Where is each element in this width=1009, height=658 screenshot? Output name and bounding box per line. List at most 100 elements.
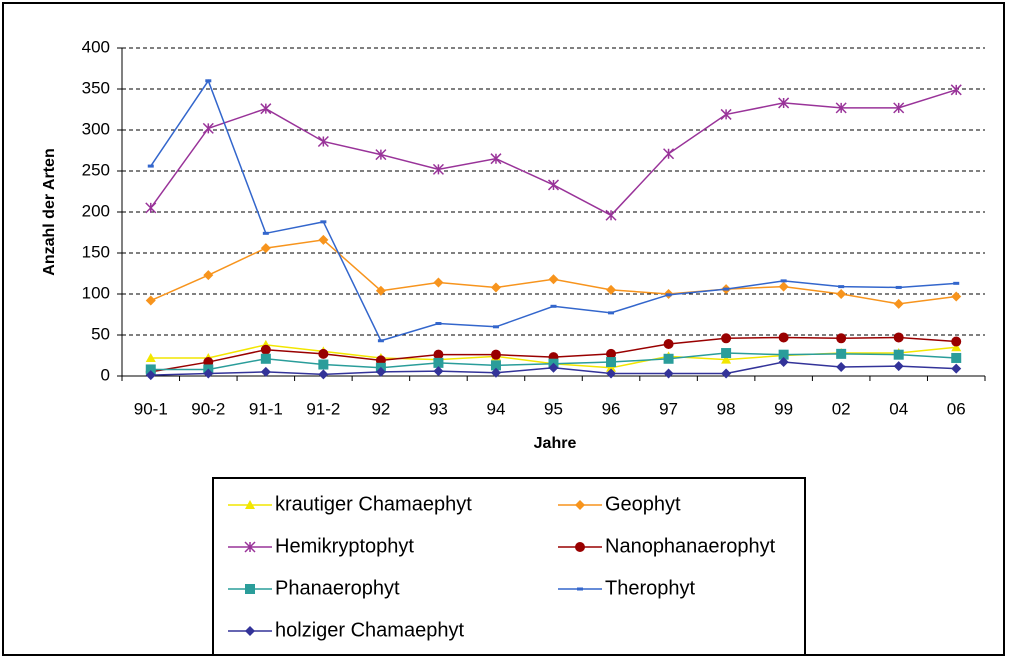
- marker: [205, 79, 212, 83]
- marker: [836, 333, 847, 344]
- marker: [836, 361, 847, 372]
- marker: [318, 359, 329, 370]
- marker: [951, 342, 962, 352]
- marker: [490, 367, 501, 378]
- marker: [492, 325, 499, 329]
- y-tick-label: 100: [82, 283, 110, 302]
- marker: [836, 289, 847, 299]
- marker: [433, 349, 444, 360]
- marker: [720, 108, 732, 120]
- x-tick-label: 93: [429, 399, 448, 418]
- x-tick-label: 98: [717, 399, 736, 418]
- legend-label: Nanophanaerophyt: [605, 535, 776, 557]
- marker: [575, 500, 585, 510]
- marker: [721, 333, 732, 344]
- x-tick-label: 94: [487, 399, 506, 418]
- legend-label: Phanaerophyt: [275, 577, 400, 599]
- marker: [953, 281, 960, 285]
- marker: [606, 362, 617, 372]
- marker: [663, 148, 675, 160]
- marker: [202, 122, 214, 134]
- x-tick-label: 95: [544, 399, 563, 418]
- marker: [433, 277, 444, 288]
- marker: [836, 348, 847, 359]
- marker: [721, 354, 732, 364]
- marker: [375, 285, 386, 296]
- marker: [951, 363, 962, 374]
- x-tick-label: 90-1: [134, 399, 168, 418]
- marker: [433, 357, 444, 368]
- marker: [245, 500, 255, 509]
- x-axis-title: Jahre: [534, 435, 577, 452]
- marker: [145, 364, 156, 375]
- marker: [951, 336, 962, 347]
- y-axis-title: Anzahl der Arten: [41, 148, 58, 275]
- marker: [490, 282, 501, 293]
- marker: [145, 295, 156, 306]
- x-tick-label: 92: [371, 399, 390, 418]
- marker: [721, 348, 732, 359]
- x-tick-label: 91-1: [249, 399, 283, 418]
- marker: [490, 360, 501, 371]
- marker: [895, 285, 902, 289]
- x-tick-label: 02: [832, 399, 851, 418]
- marker: [318, 234, 329, 245]
- legend-label: Therophyt: [605, 577, 695, 599]
- marker: [377, 339, 384, 343]
- marker: [320, 220, 327, 224]
- marker: [663, 353, 674, 364]
- marker: [893, 349, 904, 360]
- marker: [893, 298, 904, 309]
- marker: [778, 332, 789, 343]
- marker: [262, 231, 269, 235]
- marker: [893, 102, 905, 114]
- marker: [203, 270, 214, 281]
- marker: [605, 209, 617, 221]
- legend-label: holziger Chamaephyt: [275, 619, 464, 641]
- marker: [663, 368, 674, 379]
- marker: [260, 344, 271, 355]
- y-tick-label: 150: [82, 242, 110, 261]
- marker: [835, 102, 847, 114]
- marker: [663, 339, 674, 350]
- marker: [245, 584, 255, 594]
- marker: [318, 369, 329, 380]
- legend-label: Geophyt: [605, 493, 681, 515]
- y-tick-label: 0: [101, 365, 110, 384]
- marker: [575, 542, 585, 552]
- marker: [145, 370, 156, 381]
- marker: [260, 366, 271, 377]
- y-tick-label: 400: [82, 37, 110, 56]
- y-tick-label: 200: [82, 201, 110, 220]
- x-tick-label: 99: [774, 399, 793, 418]
- marker: [203, 368, 214, 379]
- y-tick-label: 300: [82, 119, 110, 138]
- x-tick-label: 91-2: [306, 399, 340, 418]
- marker: [606, 368, 617, 379]
- marker: [950, 84, 962, 96]
- marker: [608, 311, 615, 315]
- marker: [838, 285, 845, 289]
- marker: [606, 284, 617, 295]
- marker: [244, 541, 256, 553]
- legend-label: krautiger Chamaephyt: [275, 493, 472, 515]
- marker: [490, 349, 501, 360]
- x-tick-label: 96: [602, 399, 621, 418]
- marker: [245, 626, 255, 636]
- marker: [778, 97, 790, 109]
- x-tick-label: 06: [947, 399, 966, 418]
- marker: [432, 163, 444, 175]
- y-tick-label: 50: [91, 324, 110, 343]
- x-tick-label: 97: [659, 399, 678, 418]
- marker: [375, 149, 387, 161]
- marker: [435, 322, 442, 326]
- marker: [665, 293, 672, 297]
- y-tick-label: 350: [82, 78, 110, 97]
- marker: [893, 361, 904, 372]
- marker: [375, 366, 386, 377]
- marker: [318, 348, 329, 359]
- marker: [317, 135, 329, 148]
- marker: [147, 164, 154, 168]
- marker: [548, 362, 559, 373]
